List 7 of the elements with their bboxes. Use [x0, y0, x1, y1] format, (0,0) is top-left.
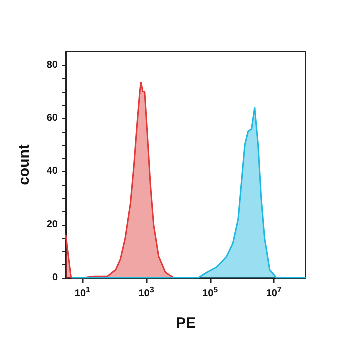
y-tick-label: 0	[52, 272, 58, 284]
y-tick-label: 40	[46, 166, 58, 178]
x-axis-title: PE	[176, 315, 196, 332]
y-axis-title: count	[16, 144, 33, 186]
y-tick-label: 80	[46, 60, 58, 71]
y-tick-label: 20	[46, 219, 58, 230]
y-tick-label: 60	[46, 112, 58, 124]
